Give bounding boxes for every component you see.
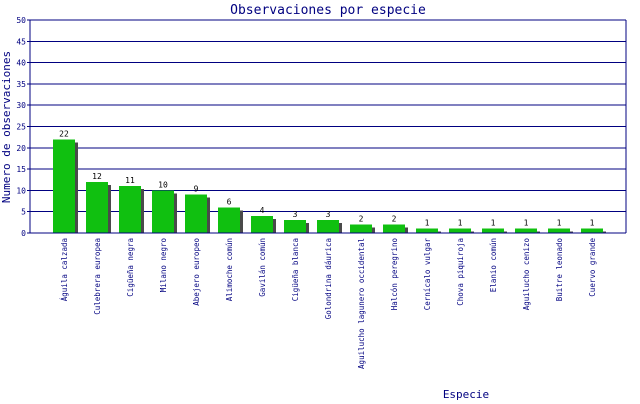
x-tick-label: Cuervo grande [588,238,597,297]
axis-layer: 0 5 10 15 20 25 30 35 40 45 50 [16,16,627,238]
x-tick-label: Golondrina dáurica [324,238,333,319]
bar [449,228,471,233]
y-tick-label: 0 [21,229,26,238]
bar [548,228,570,233]
bar [86,181,108,233]
y-tick-label: 35 [16,80,26,89]
data-label: 1 [458,219,463,228]
data-label: 1 [425,219,430,228]
bar [515,228,537,233]
data-label: 2 [392,214,397,223]
bar [317,220,339,233]
data-label: 4 [260,206,265,215]
bar [416,228,438,233]
y-tick-label: 25 [16,123,26,132]
x-tick-label: Buitre leonado [555,238,564,302]
x-tick-label: Abejero europeo [192,238,201,306]
data-label: 1 [590,219,595,228]
data-label: 9 [194,185,199,194]
data-label: 3 [326,210,331,219]
data-label: 10 [158,180,168,189]
bar [383,224,405,233]
x-tick-label: Elanio común [489,238,498,292]
bar [251,215,273,233]
chart-title: Observaciones por especie [230,3,426,18]
y-tick-label: 10 [16,186,26,195]
bar [119,186,141,233]
x-tick-label: Gavilán común [258,238,267,297]
bar [350,224,372,233]
bars-layer [53,139,606,233]
x-axis-label: Especie [443,388,489,400]
data-label: 3 [293,210,298,219]
x-tick-label: Alimoche común [225,238,234,301]
bar [482,228,504,233]
x-tick-label: Cernícalo vulgar [423,238,432,311]
bar [581,228,603,233]
y-axis-label: Numero de observaciones [0,51,13,203]
bar [284,220,306,233]
y-tick-label: 30 [16,101,26,110]
data-label: 1 [491,219,496,228]
x-tick-label: Cigüeña blanca [291,238,300,301]
x-tick-label: Milano negro [159,238,168,293]
bar [53,139,75,233]
data-label: 1 [524,219,529,228]
x-tick-label: Culebrera europea [93,238,102,315]
y-tick-label: 15 [16,165,26,174]
bar [152,190,174,233]
x-tick-label: Aguilucho cenizo [522,238,531,311]
x-tick-label: Halcón peregrino [390,238,399,311]
y-tick-label: 45 [16,37,26,46]
data-label: 6 [227,197,232,206]
bar [218,207,240,233]
y-tick-label: 20 [16,144,26,153]
x-tick-label: Águila calzada [60,238,69,301]
x-tick-label: Cigüeña negra [126,238,135,297]
data-label: 22 [59,129,69,138]
data-label: 12 [92,172,102,181]
data-label: 1 [557,219,562,228]
data-label: 11 [125,176,135,185]
x-tick-label: Chova piquiroja [456,238,465,306]
y-tick-label: 5 [21,208,26,217]
bar [185,194,207,233]
data-label: 2 [359,214,364,223]
x-tick-label: Aguilucho lagunero occidental [357,238,366,369]
y-tick-label: 40 [16,59,26,68]
y-tick-label: 50 [16,16,26,25]
